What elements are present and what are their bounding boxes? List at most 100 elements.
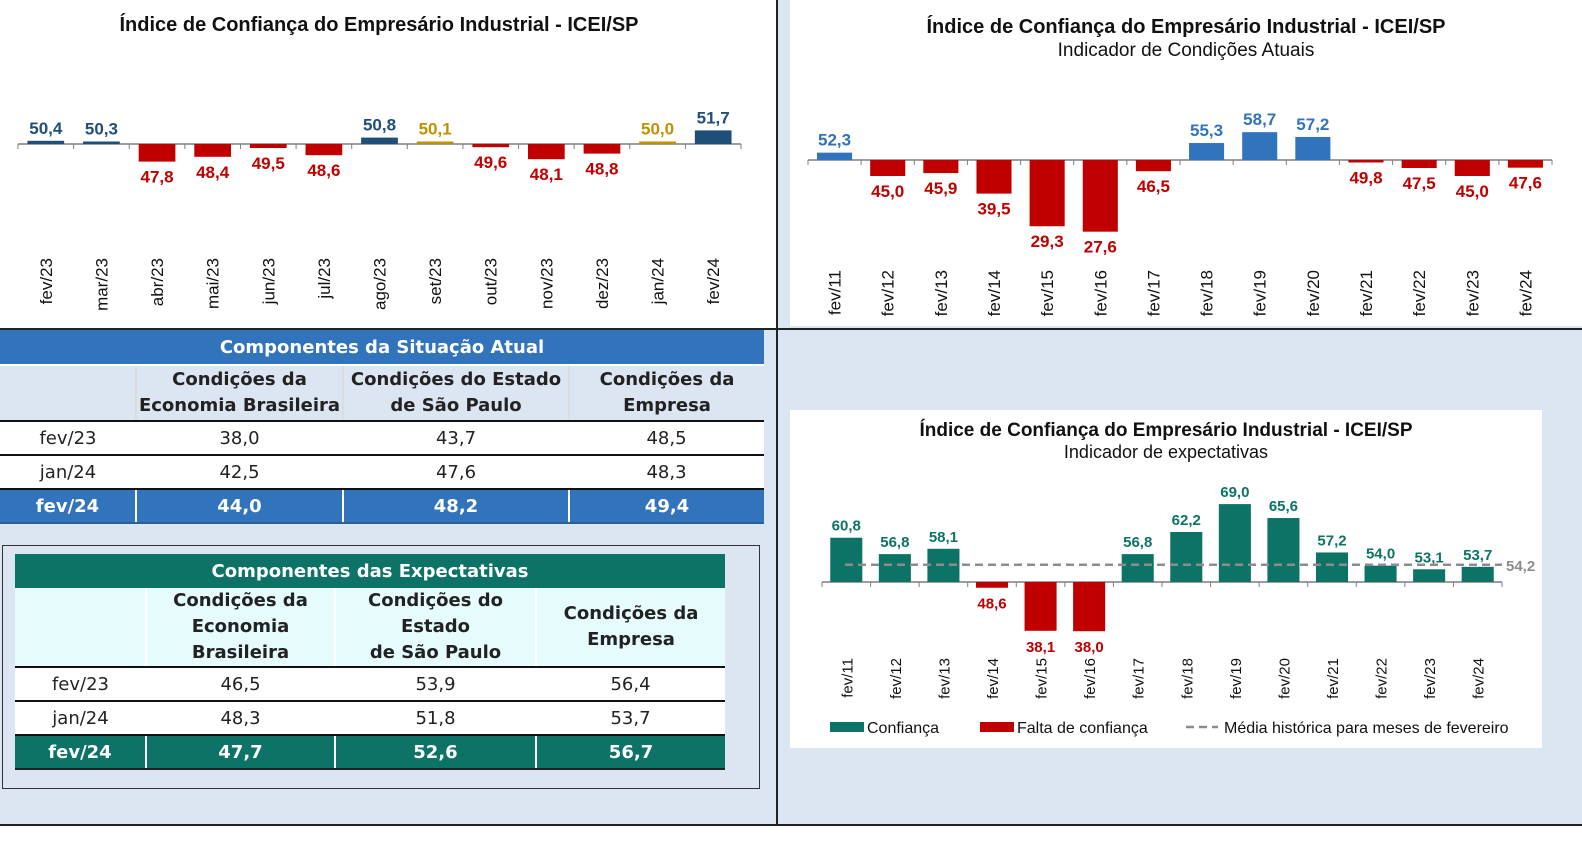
chart-monthly-svg: 50,4 fev/23 50,3 mar/23 47,8 abr/23 48,4 mai/23… <box>17 108 742 311</box>
data-label: 65,6 <box>1269 498 1298 515</box>
data-label: 29,3 <box>1031 232 1064 251</box>
data-label: 45,0 <box>1456 182 1489 201</box>
data-label: 58,7 <box>1243 110 1276 129</box>
x-tick-label: out/23 <box>482 258 501 305</box>
data-label: 50,1 <box>419 120 452 139</box>
row-label: fev/24 <box>0 489 136 524</box>
bar <box>416 141 454 144</box>
data-label: 54,0 <box>1366 546 1395 563</box>
bar <box>975 582 1009 588</box>
x-tick-label: fev/12 <box>888 658 905 699</box>
data-label: 53,1 <box>1415 549 1444 566</box>
data-label: 57,2 <box>1296 115 1329 134</box>
table-cell: 51,8 <box>335 701 536 736</box>
bar <box>138 144 176 162</box>
data-label: 49,8 <box>1349 169 1382 188</box>
data-label: 52,3 <box>818 131 851 150</box>
row-label: fev/23 <box>15 667 146 702</box>
data-label: 47,5 <box>1403 174 1436 193</box>
bar <box>1461 566 1494 582</box>
bar <box>1082 160 1118 232</box>
row-label: fev/24 <box>15 735 146 770</box>
x-tick-label: jun/23 <box>259 258 278 305</box>
table-cell: 56,4 <box>536 667 726 702</box>
table-expect-header: Condições da Economia Brasileira Condiçõe… <box>15 588 726 668</box>
x-tick-label: fev/21 <box>1325 658 1342 699</box>
table-cell: 42,5 <box>136 455 343 490</box>
row-label: jan/24 <box>0 455 136 490</box>
bar <box>1029 160 1065 227</box>
data-label: 69,0 <box>1220 484 1249 501</box>
bar <box>1170 531 1203 582</box>
x-tick-label: fev/23 <box>1463 270 1482 316</box>
x-tick-label: fev/16 <box>1082 658 1099 699</box>
x-tick-label: fev/19 <box>1251 270 1270 316</box>
bar <box>830 537 863 582</box>
legend-label: Média histórica para meses de fevereiro <box>1224 720 1509 737</box>
bar <box>694 130 732 144</box>
legend-swatch-falta <box>980 722 1014 732</box>
data-label: 48,1 <box>530 165 563 184</box>
x-tick-label: fev/24 <box>704 258 723 304</box>
table-cell: 38,0 <box>136 421 343 456</box>
legend-swatch-confianca <box>830 722 864 732</box>
header-col: Condições da Economia Brasileira <box>145 588 335 668</box>
x-tick-label: fev/14 <box>985 658 1002 699</box>
header-col: Condições da Economia Brasileira <box>135 365 343 422</box>
table-current-title: Componentes da Situação Atual <box>0 330 765 366</box>
table-cell: 48,5 <box>569 421 765 456</box>
bar <box>1121 554 1154 582</box>
header-col: Condições da Empresa <box>534 588 726 668</box>
table-cell: 53,9 <box>335 667 536 702</box>
x-tick-label: ago/23 <box>371 258 390 310</box>
bar <box>639 141 676 144</box>
legend-label: Confiança <box>867 720 939 737</box>
bar <box>1189 143 1225 160</box>
data-label: 48,6 <box>307 161 340 180</box>
x-tick-label: fev/24 <box>1516 270 1535 316</box>
x-tick-label: fev/16 <box>1091 270 1110 316</box>
bar <box>1315 552 1349 582</box>
x-tick-label: jul/23 <box>315 258 334 300</box>
table-current-header: Condições da Economia Brasileira Condiçõe… <box>0 365 765 422</box>
bar <box>923 160 959 174</box>
data-label: 45,9 <box>924 179 957 198</box>
bar <box>1295 136 1331 160</box>
bar <box>249 144 287 148</box>
table-cell: 48,2 <box>342 489 569 524</box>
x-tick-label: fev/21 <box>1357 270 1376 316</box>
data-label: 38,1 <box>1026 639 1055 656</box>
divider-vertical <box>776 0 778 826</box>
bar <box>1364 565 1397 582</box>
x-tick-label: set/23 <box>426 258 445 304</box>
header-empty <box>0 365 136 422</box>
bar <box>583 144 621 154</box>
bar <box>1073 582 1106 632</box>
x-tick-label: abr/23 <box>148 258 167 306</box>
data-label: 49,5 <box>252 154 285 173</box>
bar <box>527 144 565 160</box>
x-tick-label: fev/17 <box>1131 658 1148 699</box>
x-tick-label: fev/24 <box>1471 658 1488 699</box>
table-cell: 52,6 <box>334 735 536 770</box>
legend-label: Falta de confiança <box>1017 720 1148 737</box>
data-label: 45,0 <box>871 182 904 201</box>
table-row: fev/23 38,0 43,7 48,5 <box>0 421 765 456</box>
data-label: 50,4 <box>29 119 63 138</box>
data-label: 38,0 <box>1075 639 1104 656</box>
table-expect-title: Componentes das Expectativas <box>15 554 726 588</box>
bar <box>472 144 510 148</box>
divider-horizontal-mid <box>0 328 1582 330</box>
data-label: 49,6 <box>474 153 507 172</box>
table-row: jan/24 48,3 51,8 53,7 <box>15 701 726 736</box>
x-tick-label: fev/12 <box>879 270 898 316</box>
bar <box>817 152 853 160</box>
table-cell: 44,0 <box>135 489 343 524</box>
data-label: 51,7 <box>697 108 730 127</box>
chart-current-subtitle: Indicador de Condições Atuais <box>1057 40 1315 61</box>
x-tick-label: fev/11 <box>826 270 845 315</box>
bar <box>976 160 1012 194</box>
data-label: 47,6 <box>1509 174 1542 193</box>
table-cell: 49,4 <box>567 489 765 524</box>
chart-expect-subtitle: Indicador de expectativas <box>1063 442 1269 462</box>
